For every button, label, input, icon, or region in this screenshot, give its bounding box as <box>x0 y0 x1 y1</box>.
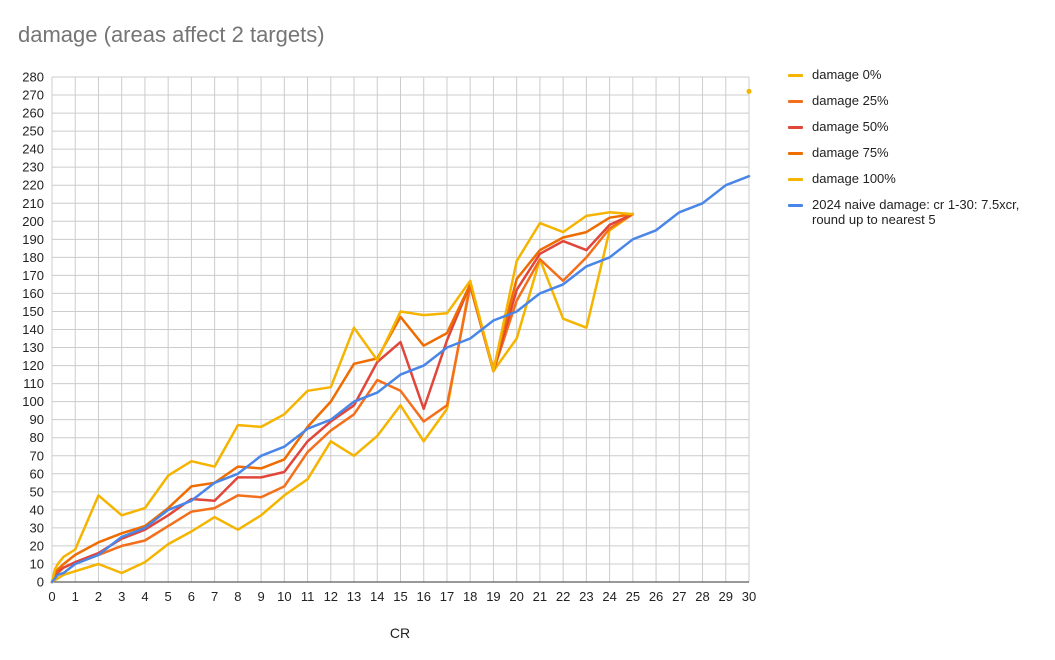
legend-swatch <box>788 126 803 129</box>
legend-swatch <box>788 100 803 103</box>
legend-swatch <box>788 74 803 77</box>
y-tick-label: 270 <box>22 88 44 103</box>
y-tick-label: 260 <box>22 106 44 121</box>
y-tick-label: 190 <box>22 232 44 247</box>
x-tick-label: 26 <box>649 589 663 604</box>
y-tick-label: 200 <box>22 214 44 229</box>
legend-item-6: 2024 naive damage: cr 1-30: 7.5xcr, roun… <box>788 197 1050 227</box>
y-tick-label: 140 <box>22 322 44 337</box>
x-tick-label: 1 <box>72 589 79 604</box>
x-tick-label: 8 <box>234 589 241 604</box>
legend-label: damage 75% <box>812 145 889 160</box>
legend-swatch <box>788 178 803 181</box>
y-tick-label: 0 <box>37 575 44 590</box>
legend-item-1: damage 0% <box>788 67 1050 82</box>
x-tick-label: 20 <box>509 589 523 604</box>
x-tick-label: 2 <box>95 589 102 604</box>
series-line-4 <box>50 212 635 584</box>
x-tick-label: 11 <box>301 589 315 604</box>
x-tick-label: 3 <box>118 589 125 604</box>
y-tick-label: 150 <box>22 304 44 319</box>
legend-label: damage 25% <box>812 93 889 108</box>
y-tick-label: 50 <box>30 484 44 499</box>
y-tick-label: 210 <box>22 196 44 211</box>
x-tick-label: 25 <box>626 589 640 604</box>
legend-item-2: damage 25% <box>788 93 1050 108</box>
y-tick-label: 30 <box>30 520 44 535</box>
legend-label: damage 100% <box>812 171 896 186</box>
y-tick-label: 280 <box>22 70 44 85</box>
y-tick-label: 240 <box>22 142 44 157</box>
grid-lines <box>51 76 750 583</box>
annotation-point-1 <box>746 88 752 94</box>
y-tick-label: 100 <box>22 394 44 409</box>
y-tick-label: 130 <box>22 340 44 355</box>
y-tick-label: 10 <box>30 556 44 571</box>
x-tick-label: 6 <box>188 589 195 604</box>
x-tick-label: 30 <box>742 589 756 604</box>
x-tick-label: 24 <box>602 589 616 604</box>
legend-label: damage 0% <box>812 67 882 82</box>
legend-label: 2024 naive damage: cr 1-30: 7.5xcr, roun… <box>812 197 1020 227</box>
x-tick-label: 16 <box>416 589 430 604</box>
x-tick-label: 23 <box>579 589 593 604</box>
y-tick-label: 90 <box>30 412 44 427</box>
y-tick-label: 160 <box>22 286 44 301</box>
x-tick-label: 29 <box>719 589 733 604</box>
y-tick-label: 120 <box>22 358 44 373</box>
y-tick-label: 20 <box>30 538 44 553</box>
x-tick-label: 22 <box>556 589 570 604</box>
legend-label: damage 50% <box>812 119 889 134</box>
y-tick-label: 220 <box>22 178 44 193</box>
x-tick-label: 17 <box>440 589 454 604</box>
legend-item-3: damage 50% <box>788 119 1050 134</box>
legend-item-5: damage 100% <box>788 171 1050 186</box>
x-tick-label: 15 <box>393 589 407 604</box>
x-tick-label: 10 <box>277 589 291 604</box>
x-tick-label: 27 <box>672 589 686 604</box>
series-lines <box>50 88 752 584</box>
x-tick-label: 5 <box>165 589 172 604</box>
x-tick-label: 12 <box>324 589 338 604</box>
x-tick-label: 7 <box>211 589 218 604</box>
x-tick-label: 19 <box>486 589 500 604</box>
y-tick-label: 170 <box>22 268 44 283</box>
series-line-3 <box>50 212 635 584</box>
y-tick-label: 250 <box>22 124 44 139</box>
y-tick-label: 80 <box>30 430 44 445</box>
x-tick-label: 4 <box>141 589 148 604</box>
y-tick-label: 180 <box>22 250 44 265</box>
legend-item-4: damage 75% <box>788 145 1050 160</box>
x-tick-label: 14 <box>370 589 384 604</box>
series-line-1 <box>50 212 635 584</box>
x-tick-label: 21 <box>533 589 547 604</box>
x-tick-label: 13 <box>347 589 361 604</box>
x-tick-label: 18 <box>463 589 477 604</box>
x-tick-label: 9 <box>257 589 264 604</box>
y-tick-label: 70 <box>30 448 44 463</box>
y-tick-label: 230 <box>22 160 44 175</box>
legend-swatch <box>788 152 803 155</box>
y-tick-label: 60 <box>30 466 44 481</box>
legend-swatch <box>788 204 803 207</box>
series-line-6 <box>50 174 751 584</box>
x-tick-label: 28 <box>695 589 709 604</box>
y-tick-label: 110 <box>23 376 44 391</box>
x-axis-label: CR <box>390 625 410 641</box>
legend: damage 0% damage 25% damage 50% damage 75% d… <box>788 67 1050 238</box>
y-tick-label: 40 <box>30 502 44 517</box>
series-line-5 <box>50 211 635 584</box>
chart-title: damage (areas affect 2 targets) <box>18 22 325 47</box>
x-tick-label: 0 <box>48 589 55 604</box>
axes: 0102030405060708090100110120130140150160… <box>22 70 756 605</box>
